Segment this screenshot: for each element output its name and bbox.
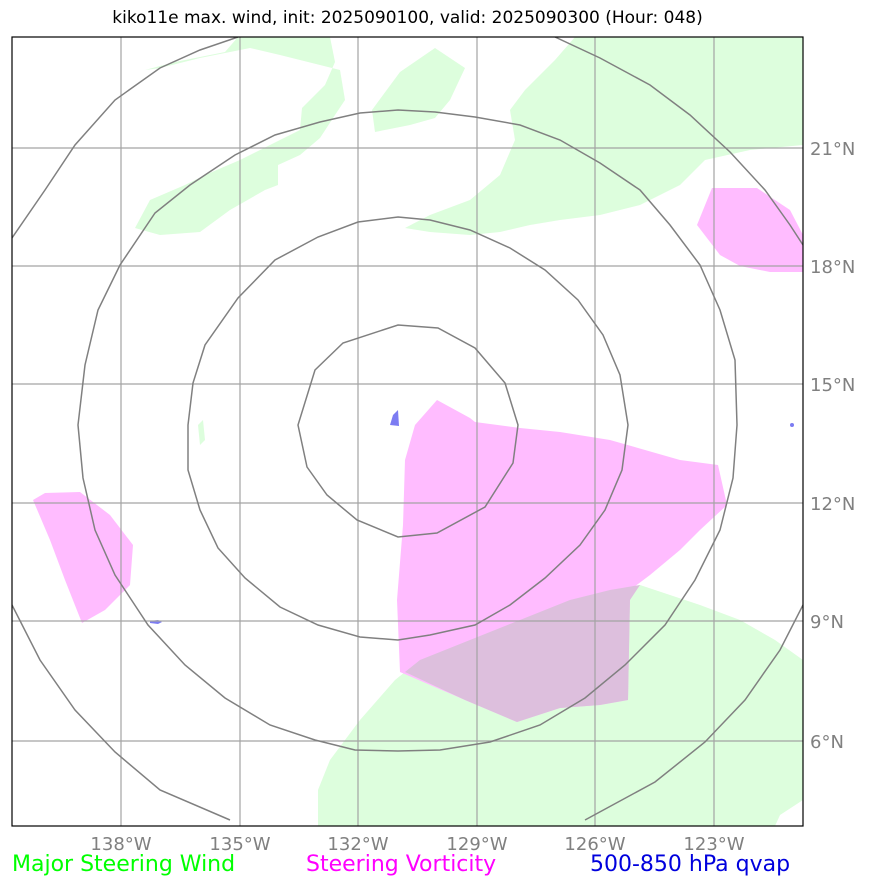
lat-label-15n: 15°N	[810, 375, 855, 396]
qvap-area-right	[790, 423, 794, 427]
lon-label-123w: 123°W	[683, 834, 744, 855]
lat-lon-grid	[12, 37, 803, 826]
legend-qvap: 500-850 hPa qvap	[590, 852, 791, 877]
lat-label-18n: 18°N	[810, 257, 855, 278]
lon-label-126w: 126°W	[564, 834, 625, 855]
range-ring-4-arc-lower-left	[12, 604, 231, 821]
lat-label-12n: 12°N	[810, 494, 855, 515]
lon-label-132w: 132°W	[327, 834, 388, 855]
longitude-labels: 138°W 135°W 132°W 129°W 126°W 123°W	[90, 834, 744, 855]
lat-label-21n: 21°N	[810, 139, 855, 160]
vorticity-area-left	[33, 492, 133, 623]
lon-label-129w: 129°W	[446, 834, 507, 855]
range-ring-2	[187, 216, 629, 641]
wind-area-top-left	[135, 37, 345, 235]
wind-area-top-center	[372, 48, 465, 132]
vorticity-area-right	[697, 188, 803, 272]
range-ring-3	[77, 109, 738, 752]
lon-label-135w: 135°W	[209, 834, 270, 855]
range-ring-4-arc-upper-right	[554, 37, 803, 246]
overlap-area	[405, 585, 640, 722]
range-ring-4-arc	[12, 37, 239, 239]
lat-label-9n: 9°N	[810, 612, 844, 633]
wind-area-top-right	[405, 37, 803, 235]
range-rings	[12, 37, 803, 821]
legend-steering-vorticity: Steering Vorticity	[306, 852, 497, 877]
wind-area-left-sliver	[198, 420, 205, 445]
legend-major-steering-wind: Major Steering Wind	[12, 852, 236, 877]
map-title: kiko11e max. wind, init: 2025090100, val…	[112, 8, 703, 28]
lon-label-138w: 138°W	[90, 834, 151, 855]
lat-label-6n: 6°N	[810, 732, 844, 753]
qvap-area-center	[390, 410, 399, 426]
range-ring-1	[297, 324, 519, 538]
range-ring-4-arc-lower-right	[584, 604, 803, 821]
latitude-labels: 21°N 18°N 15°N 12°N 9°N 6°N	[810, 139, 855, 753]
plot-frame	[11, 36, 804, 827]
